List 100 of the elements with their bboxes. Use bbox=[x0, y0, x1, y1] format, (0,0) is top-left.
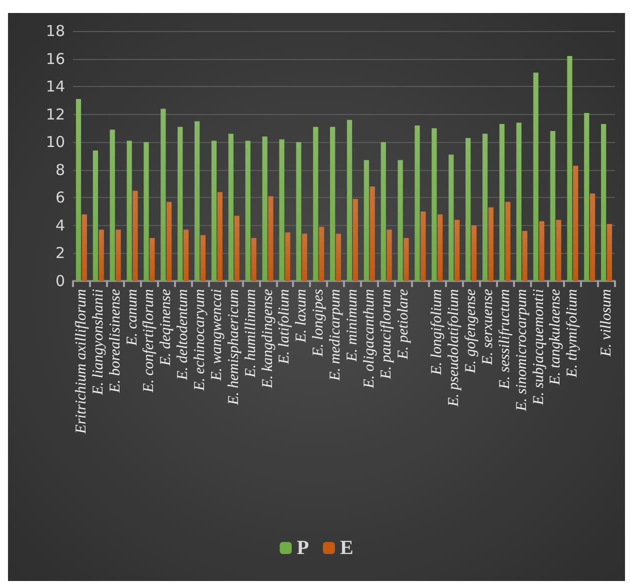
y-tick-label: 14 bbox=[46, 78, 65, 96]
x-tick-label: Eritrichium axilliflorum bbox=[73, 288, 90, 435]
bar bbox=[533, 72, 538, 281]
x-tick-label: E. deltodentum bbox=[175, 288, 192, 381]
bar bbox=[438, 214, 443, 281]
bar bbox=[132, 190, 138, 281]
bar bbox=[302, 234, 308, 281]
x-tick-label: E. sinomicrocarpum bbox=[514, 288, 530, 412]
bar bbox=[352, 199, 358, 281]
bar bbox=[539, 221, 544, 281]
bar bbox=[420, 212, 426, 281]
legend-label: P bbox=[296, 537, 309, 559]
y-tick-label: 12 bbox=[46, 105, 65, 124]
bar bbox=[330, 126, 336, 281]
bar bbox=[251, 238, 256, 281]
bar bbox=[550, 131, 556, 281]
bar bbox=[217, 192, 222, 281]
bar bbox=[516, 122, 522, 281]
x-tick-label: E. petiolare bbox=[395, 288, 412, 360]
x-tick-label: E. laxum bbox=[294, 288, 310, 344]
bar bbox=[482, 134, 488, 281]
x-tick-label: E. kangdingense bbox=[260, 288, 276, 390]
bar bbox=[144, 142, 149, 281]
bar bbox=[110, 130, 115, 281]
x-tick-label: E. sessilifructum bbox=[496, 288, 513, 390]
bar bbox=[262, 136, 268, 281]
bar bbox=[228, 134, 234, 281]
bar bbox=[404, 238, 409, 281]
x-tick-label: E. villosum bbox=[598, 288, 615, 358]
bar bbox=[98, 230, 104, 281]
bar bbox=[318, 226, 324, 281]
x-tick-label: E. thymifolium bbox=[564, 288, 581, 378]
x-tick-label: E. minimum bbox=[344, 288, 360, 362]
bar bbox=[178, 126, 183, 281]
x-tick-label: E. latifolium bbox=[276, 288, 293, 365]
bar bbox=[499, 124, 505, 281]
bar bbox=[116, 230, 121, 281]
bar bbox=[279, 139, 284, 281]
x-tick-label: E. longifolium bbox=[429, 288, 446, 376]
x-tick-label: E. echinocaryum bbox=[192, 288, 208, 392]
bar bbox=[414, 125, 420, 281]
bar bbox=[432, 128, 437, 281]
x-tick-label: E. canum bbox=[124, 288, 140, 347]
x-tick-label: E. deqinense bbox=[158, 288, 174, 367]
x-tick-label: E. hemisphaericum bbox=[226, 288, 242, 406]
bar bbox=[601, 124, 606, 281]
x-tick-label: E. longipes bbox=[310, 288, 327, 358]
bar bbox=[567, 56, 572, 281]
bar bbox=[82, 214, 87, 281]
bar bbox=[346, 120, 352, 281]
bar bbox=[211, 140, 217, 281]
x-tick-label: E. borealisinense bbox=[107, 288, 124, 394]
y-tick-label: 4 bbox=[55, 216, 65, 234]
bar bbox=[505, 202, 510, 281]
bar bbox=[488, 207, 494, 281]
x-tick-label: E. pseudolatifolium bbox=[446, 288, 462, 408]
bar bbox=[296, 142, 302, 281]
x-tick-label: E. pauciflorum bbox=[378, 288, 394, 380]
x-tick-label: E. humillimum bbox=[242, 288, 259, 378]
bar bbox=[364, 160, 370, 281]
bar bbox=[573, 166, 578, 281]
legend-label: E bbox=[340, 537, 354, 559]
y-tick-label: 18 bbox=[46, 22, 65, 40]
bar bbox=[556, 220, 562, 281]
bar bbox=[386, 230, 392, 281]
bar bbox=[448, 154, 454, 281]
bar bbox=[92, 150, 98, 281]
x-tick-label: E. serxuense bbox=[480, 288, 496, 366]
bar bbox=[471, 225, 477, 281]
bar bbox=[76, 99, 82, 281]
bar bbox=[234, 216, 240, 281]
bar bbox=[336, 234, 342, 281]
x-tick-label: E. oligacanthum bbox=[361, 288, 378, 390]
bar bbox=[126, 140, 132, 281]
bar bbox=[200, 235, 206, 281]
bar bbox=[590, 194, 596, 281]
y-tick-label: 6 bbox=[55, 188, 65, 207]
bar bbox=[160, 108, 166, 281]
bar bbox=[606, 224, 612, 281]
x-tick-label: E. tangkulaense bbox=[548, 288, 564, 386]
bar bbox=[194, 121, 200, 281]
x-tick-label: E. gofengense bbox=[463, 288, 480, 374]
x-tick-label: E. liangyonshanii bbox=[90, 289, 106, 396]
bar bbox=[150, 238, 155, 281]
bar bbox=[285, 232, 290, 281]
bar bbox=[245, 140, 250, 281]
x-tick-label: E. medicarpum bbox=[328, 288, 344, 382]
bar bbox=[522, 231, 528, 281]
bar bbox=[584, 112, 590, 281]
y-tick-label: 10 bbox=[46, 133, 65, 152]
bar bbox=[454, 220, 460, 281]
y-tick-label: 2 bbox=[55, 244, 65, 262]
x-tick-label: E. confertiflorum bbox=[141, 288, 158, 394]
bar bbox=[183, 230, 189, 281]
y-tick-label: 0 bbox=[55, 272, 65, 290]
bar bbox=[370, 186, 375, 281]
y-tick-label: 16 bbox=[46, 50, 65, 68]
y-tick-label: 8 bbox=[55, 160, 65, 179]
bar bbox=[398, 160, 403, 281]
x-tick-label: E. subjacquemontii bbox=[530, 289, 547, 406]
